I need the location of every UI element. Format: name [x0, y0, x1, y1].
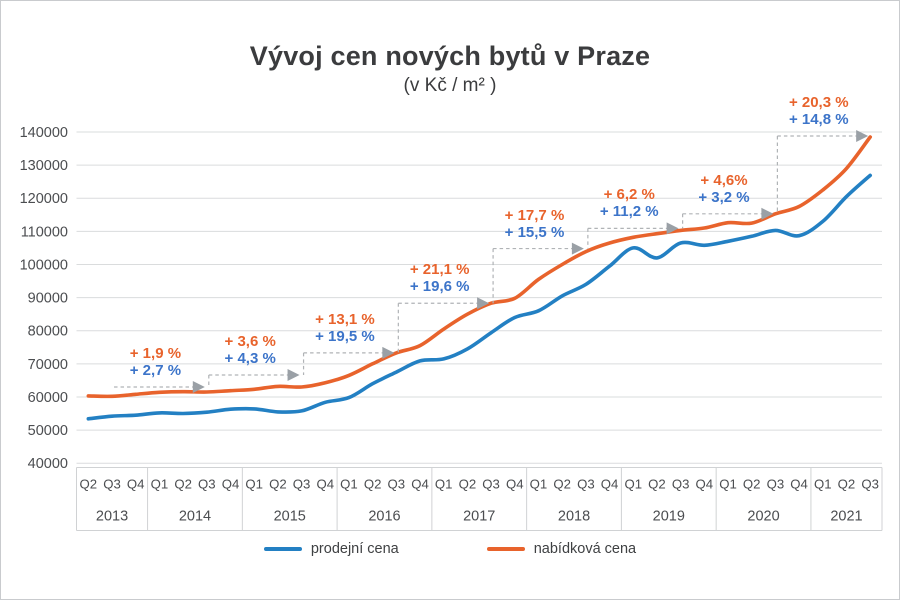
y-axis-tick-label: 70000 — [28, 357, 68, 373]
yoy-nabidkova-value: + 4,6% — [700, 171, 748, 189]
yoy-prodejni-value: + 4,3 % — [224, 350, 276, 368]
quarter-tick-label: Q3 — [103, 477, 121, 492]
quarter-tick-label: Q1 — [435, 477, 453, 492]
quarter-tick-label: Q4 — [696, 477, 714, 492]
yoy-prodejni-value: + 3,2 % — [698, 188, 750, 206]
quarter-tick-label: Q4 — [790, 477, 808, 492]
quarter-tick-label: Q2 — [459, 477, 477, 492]
y-axis-tick-label: 120000 — [20, 191, 68, 207]
yoy-annotation-2016: + 13,1 % + 19,5 % — [315, 311, 375, 345]
quarter-tick-label: Q4 — [127, 477, 145, 492]
year-tick-label: 2015 — [274, 509, 306, 525]
y-axis-tick-label: 50000 — [28, 423, 68, 439]
quarter-tick-label: Q1 — [530, 477, 548, 492]
year-tick-label: 2020 — [747, 509, 779, 525]
yoy-annotation-2020: + 4,6% + 3,2 % — [698, 172, 749, 206]
y-axis-tick-label: 40000 — [28, 456, 68, 472]
yoy-annotation-2015: + 3,6 % + 4,3 % — [225, 333, 276, 367]
yoy-nabidkova-value: + 6,2 % — [603, 186, 655, 204]
yoy-prodejni-value: + 14,8 % — [788, 110, 849, 128]
step-arrow-icon — [666, 222, 679, 235]
year-tick-label: 2018 — [558, 509, 590, 525]
yoy-annotation-2021: + 20,3 % + 14,8 % — [789, 94, 849, 128]
quarter-tick-label: Q4 — [506, 477, 524, 492]
chart-subtitle: (v Kč / m² ) — [403, 75, 497, 96]
quarter-tick-label: Q1 — [245, 477, 263, 492]
y-axis-tick-label: 110000 — [21, 224, 68, 240]
quarter-tick-label: Q2 — [364, 477, 382, 492]
yoy-nabidkova-value: + 21,1 % — [409, 261, 470, 279]
legend: prodejní cena nabídková cena — [1, 541, 899, 557]
yoy-prodejni-value: + 11,2 % — [599, 203, 659, 221]
quarter-tick-label: Q3 — [198, 477, 216, 492]
y-axis-tick-label: 60000 — [28, 390, 68, 406]
quarter-tick-label: Q2 — [743, 477, 761, 492]
yoy-nabidkova-value: + 1,9 % — [129, 344, 182, 362]
quarter-tick-label: Q4 — [411, 477, 429, 492]
year-tick-label: 2016 — [368, 509, 400, 525]
step-arrow-icon — [382, 346, 395, 359]
step-arrow-icon — [192, 380, 205, 393]
quarter-tick-label: Q1 — [624, 477, 642, 492]
yoy-annotation-2014: + 1,9 % + 2,7 % — [130, 345, 181, 379]
series-line-prodejni-cena — [86, 173, 872, 421]
y-axis-tick-label: 130000 — [20, 158, 68, 174]
step-arrow-icon — [287, 369, 300, 382]
yoy-nabidkova-value: + 20,3 % — [788, 93, 849, 111]
quarter-tick-label: Q1 — [814, 477, 832, 492]
quarter-tick-label: Q2 — [80, 477, 98, 492]
year-tick-label: 2019 — [653, 509, 685, 525]
quarter-tick-label: Q1 — [151, 477, 169, 492]
y-axis-tick-label: 140000 — [20, 125, 68, 141]
nabidkova-cena-line-swatch — [486, 547, 525, 551]
quarter-tick-label: Q2 — [553, 477, 571, 492]
legend-label-nabidkova-cena: nabídková cena — [533, 541, 637, 557]
chart-title: Vývoj cen nových bytů v Praze — [249, 41, 651, 71]
year-tick-label: 2014 — [179, 509, 211, 525]
yoy-nabidkova-value: + 17,7 % — [504, 206, 565, 224]
year-tick-label: 2021 — [830, 509, 862, 525]
step-arrow-icon — [477, 297, 490, 310]
series-line-nabidkova-cena — [86, 135, 872, 399]
legend-item-prodejni-cena: prodejní cena — [263, 541, 399, 557]
quarter-tick-label: Q1 — [719, 477, 737, 492]
yoy-prodejni-value: + 19,5 % — [315, 327, 375, 345]
quarter-tick-label: Q3 — [767, 477, 785, 492]
quarter-tick-label: Q3 — [388, 477, 406, 492]
quarter-tick-label: Q2 — [648, 477, 666, 492]
quarter-tick-label: Q4 — [316, 477, 334, 492]
prodejni-cena-line-swatch — [263, 547, 302, 551]
year-tick-label: 2017 — [463, 509, 495, 525]
yoy-annotation-2018: + 17,7 % + 15,5 % — [505, 207, 565, 241]
y-axis-tick-label: 100000 — [20, 257, 68, 273]
yoy-annotation-2019: + 6,2 % + 11,2 % — [600, 186, 659, 220]
step-arrow-icon — [856, 129, 869, 142]
step-arrow-icon — [571, 242, 584, 255]
y-axis-tick-label: 80000 — [28, 324, 68, 340]
yoy-nabidkova-value: + 13,1 % — [315, 310, 375, 328]
quarter-tick-label: Q2 — [269, 477, 287, 492]
quarter-tick-label: Q4 — [601, 477, 619, 492]
quarter-tick-label: Q3 — [861, 477, 879, 492]
yoy-annotation-2017: + 21,1 % + 19,6 % — [410, 261, 470, 295]
y-axis-tick-label: 90000 — [28, 291, 68, 307]
step-arrow-icon — [761, 207, 774, 220]
quarter-tick-label: Q1 — [340, 477, 358, 492]
quarter-tick-label: Q3 — [482, 477, 500, 492]
quarter-tick-label: Q4 — [222, 477, 240, 492]
legend-item-nabidkova-cena: nabídková cena — [486, 541, 637, 557]
quarter-tick-label: Q3 — [577, 477, 595, 492]
quarter-tick-label: Q2 — [838, 477, 856, 492]
yoy-prodejni-value: + 2,7 % — [129, 361, 182, 379]
legend-label-prodejni-cena: prodejní cena — [310, 541, 399, 557]
yoy-prodejni-value: + 19,6 % — [409, 278, 470, 296]
yoy-nabidkova-value: + 3,6 % — [224, 333, 276, 351]
quarter-tick-label: Q3 — [672, 477, 690, 492]
yoy-prodejni-value: + 15,5 % — [504, 223, 565, 241]
quarter-tick-label: Q3 — [293, 477, 311, 492]
quarter-tick-label: Q2 — [174, 477, 192, 492]
year-tick-label: 2013 — [96, 509, 128, 525]
